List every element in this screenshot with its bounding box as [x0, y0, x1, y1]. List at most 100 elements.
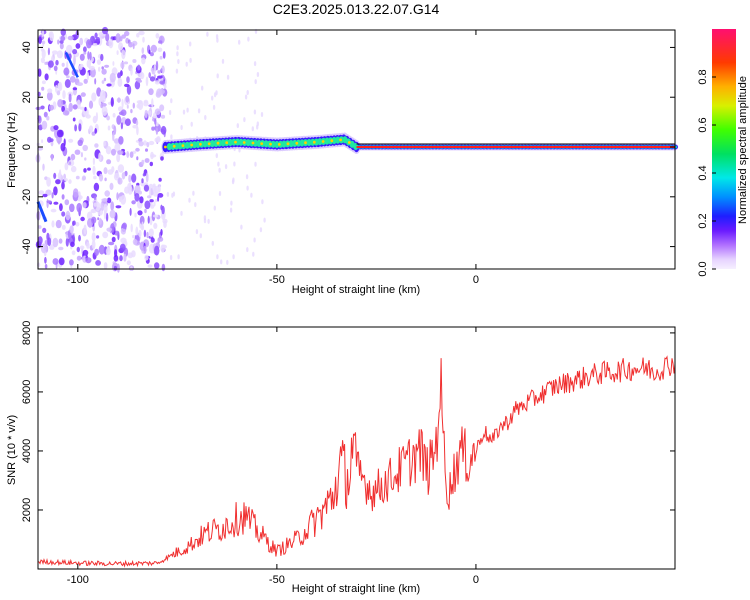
noise-streak	[64, 51, 79, 78]
noise-blob	[70, 165, 77, 173]
noise-blob	[136, 33, 140, 38]
noise-blob	[57, 82, 62, 90]
noise-blob	[41, 28, 45, 38]
noise-blob	[96, 59, 102, 65]
noise-blob	[53, 65, 58, 72]
noise-blob	[44, 264, 48, 269]
noise-blob	[93, 175, 97, 180]
signal-peak	[164, 145, 167, 149]
noise-blob	[130, 67, 133, 76]
noise-blob	[118, 111, 124, 116]
noise-blob	[157, 193, 164, 198]
noise-blob	[91, 92, 97, 102]
noise-blob	[109, 72, 116, 83]
noise-blob	[103, 167, 108, 175]
noise-blob	[132, 234, 135, 239]
noise-blob	[132, 59, 137, 63]
noise-blob	[37, 147, 44, 151]
noise-blob	[61, 105, 65, 113]
noise-blob	[157, 237, 161, 244]
noise-blob	[60, 35, 66, 42]
noise-blob	[146, 141, 150, 148]
signal-core	[177, 142, 183, 150]
noise-blob	[83, 168, 87, 173]
noise-blob	[93, 202, 98, 207]
noise-blob	[78, 123, 82, 132]
noise-blob	[49, 244, 55, 250]
noise-blob	[44, 256, 47, 264]
noise-blob	[105, 247, 111, 256]
noise-blob	[131, 173, 137, 183]
spectrogram-noise-cloud	[35, 26, 266, 273]
noise-blob	[207, 218, 210, 224]
noise-blob	[41, 120, 48, 130]
noise-blob	[75, 30, 79, 39]
noise-blob	[51, 192, 54, 199]
noise-blob	[76, 246, 81, 253]
noise-blob	[55, 59, 59, 66]
x-tick-label: -100	[67, 574, 89, 586]
colorbar-tick-label: 0.0	[697, 261, 709, 276]
noise-blob	[98, 97, 102, 106]
noise-blob	[116, 153, 121, 163]
noise-blob	[134, 185, 141, 194]
noise-blob	[92, 157, 95, 166]
noise-blob	[111, 166, 115, 173]
noise-blob	[217, 161, 220, 167]
noise-blob	[46, 200, 52, 204]
noise-blob	[38, 36, 42, 44]
signal-peak	[312, 140, 316, 144]
noise-blob	[123, 253, 127, 262]
noise-blob	[119, 255, 123, 262]
noise-blob	[84, 106, 87, 112]
noise-blob	[73, 55, 76, 66]
noise-blob	[136, 126, 139, 136]
noise-blob	[246, 90, 249, 95]
noise-blob	[41, 139, 44, 144]
signal-peak	[225, 141, 229, 145]
noise-blob	[99, 89, 106, 100]
noise-blob	[40, 105, 45, 110]
signal-core	[217, 139, 222, 147]
signal-core	[288, 140, 294, 148]
signal-core	[252, 139, 258, 147]
noise-blob	[110, 223, 115, 233]
noise-blob	[159, 104, 165, 112]
noise-blob	[141, 57, 146, 65]
signal-core	[263, 140, 269, 148]
noise-blob	[38, 190, 45, 195]
noise-blob	[160, 156, 164, 161]
noise-blob	[144, 254, 149, 261]
signal-peak	[207, 142, 211, 146]
signal-core	[295, 139, 301, 147]
noise-blob	[154, 108, 161, 115]
noise-blob	[154, 262, 160, 269]
noise-blob	[64, 79, 71, 88]
noise-blob	[67, 35, 74, 41]
noise-blob	[113, 138, 120, 144]
noise-blob	[53, 186, 58, 196]
noise-blob	[159, 80, 166, 85]
noise-blob	[91, 240, 96, 250]
noise-blob	[144, 208, 147, 214]
noise-blob	[42, 227, 47, 233]
noise-blob	[132, 238, 138, 245]
noise-blob	[95, 260, 101, 266]
noise-blob	[212, 104, 216, 110]
noise-blob	[109, 209, 116, 219]
noise-blob	[147, 264, 153, 268]
noise-blob	[142, 173, 146, 177]
noise-blob	[144, 109, 148, 119]
noise-blob	[53, 125, 59, 131]
noise-blob	[143, 101, 149, 107]
noise-blob	[69, 225, 74, 234]
noise-blob	[143, 140, 147, 146]
noise-blob	[95, 37, 100, 42]
noise-blob	[45, 189, 52, 196]
noise-blob	[98, 152, 102, 162]
noise-blob	[121, 49, 126, 60]
noise-blob	[44, 61, 47, 65]
noise-blob	[216, 73, 219, 79]
noise-blob	[115, 33, 121, 43]
noise-blob	[91, 131, 96, 136]
